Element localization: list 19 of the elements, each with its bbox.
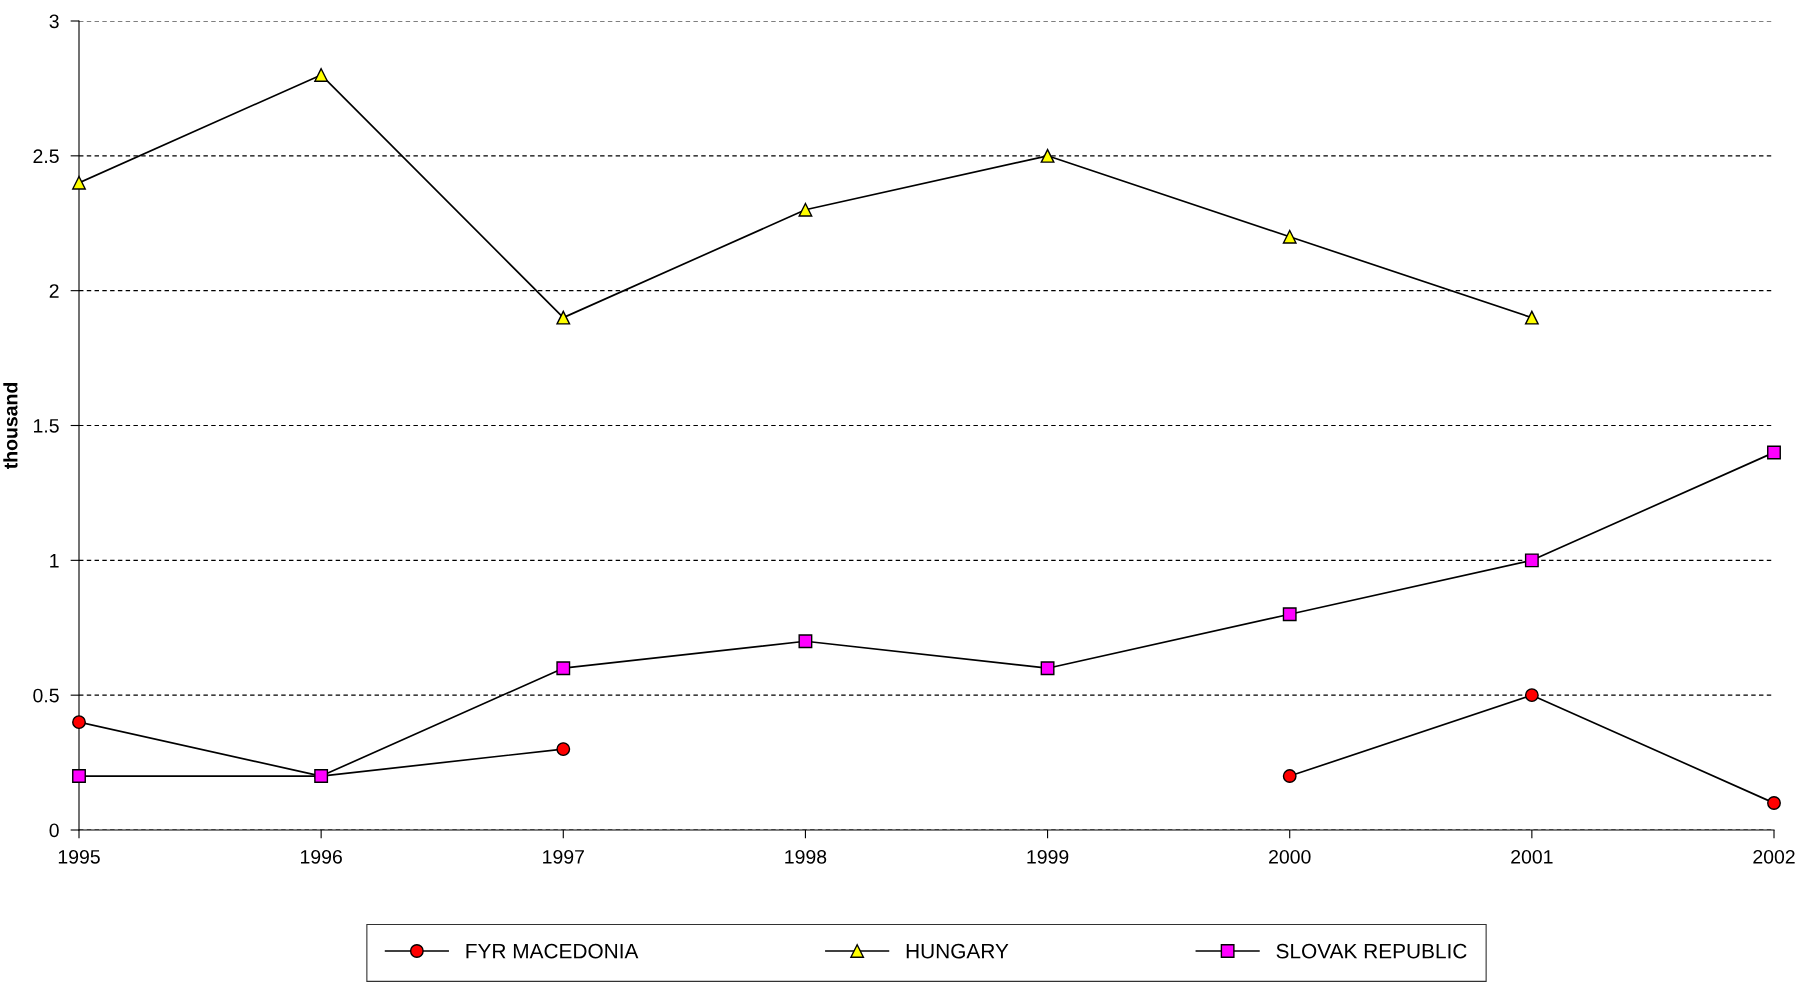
- y-tick-label: 1.5: [34, 419, 59, 433]
- y-tick-label: 1: [50, 554, 59, 568]
- y-tick-label: 2.5: [33, 149, 59, 164]
- x-tick-label: 2001: [1511, 849, 1553, 864]
- y-tick-label: 0: [49, 823, 59, 838]
- legend-label: HUNGARY: [906, 943, 1009, 959]
- y-tick-label: 0.5: [33, 688, 59, 703]
- y-tick-label: 3: [49, 14, 59, 29]
- x-tick-label: 1995: [58, 849, 100, 864]
- x-tick-label: 1999: [1027, 849, 1069, 864]
- x-tick-label: 2000: [1269, 849, 1311, 864]
- legend-label: FYR MACEDONIA: [466, 943, 639, 959]
- x-tick-label: 1998: [785, 849, 827, 864]
- legend-label: SLOVAK REPUBLIC: [1276, 943, 1467, 959]
- x-tick-label: 1997: [543, 849, 584, 864]
- y-tick-label: 2: [49, 284, 59, 298]
- x-tick-label: 2002: [1753, 849, 1795, 864]
- y-axis-title: thousand: [3, 383, 18, 469]
- x-tick-label: 1996: [301, 849, 342, 864]
